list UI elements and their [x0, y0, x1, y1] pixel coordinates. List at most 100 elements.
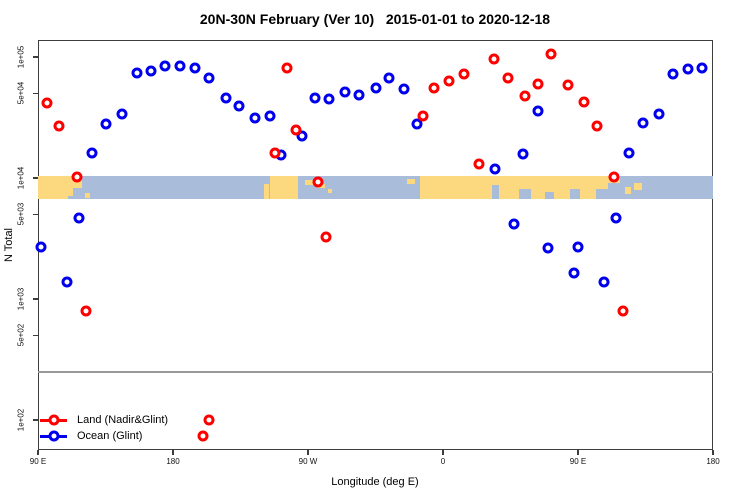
land-segment [263, 184, 269, 199]
scatter-point-ocean [610, 212, 622, 224]
x-tick-label: 0 [440, 457, 446, 466]
land-segment [407, 178, 415, 184]
scatter-point-land [562, 79, 574, 91]
scatter-point-ocean [637, 117, 649, 129]
scatter-point-ocean [353, 89, 365, 101]
legend: Land (Nadir&Glint) Ocean (Glint) [40, 412, 168, 444]
scatter-point-ocean [116, 108, 128, 120]
land-segment [419, 176, 497, 199]
y-tick [33, 177, 38, 179]
scatter-point-ocean [264, 110, 276, 122]
land-segment [305, 180, 315, 186]
x-tick [37, 450, 39, 455]
y-axis-title: N Total [3, 227, 15, 263]
ocean-patch [518, 188, 531, 199]
land-segment [634, 183, 642, 190]
y-tick [33, 419, 38, 421]
scatter-point-land [80, 305, 92, 317]
scatter-point-land [473, 158, 485, 170]
scatter-point-ocean [249, 112, 261, 124]
scatter-point-ocean [203, 72, 215, 84]
scatter-point-ocean [682, 63, 694, 75]
scatter-point-ocean [323, 93, 335, 105]
y-tick [33, 213, 38, 216]
scatter-point-ocean [398, 83, 410, 95]
scatter-point-ocean [86, 147, 98, 159]
scatter-point-land [203, 414, 215, 426]
ocean-patch [596, 188, 608, 199]
y-tick-label: 1e+03 [16, 287, 26, 311]
scatter-point-ocean [296, 130, 308, 142]
scatter-point-ocean [542, 242, 554, 254]
y-tick-label: 5e+02 [16, 324, 26, 347]
legend-label-ocean: Ocean (Glint) [77, 430, 143, 442]
legend-item-land: Land (Nadir&Glint) [40, 412, 168, 428]
scatter-point-land [269, 147, 281, 159]
x-tick-label: 90 E [569, 457, 587, 466]
scatter-point-ocean [572, 241, 584, 253]
scatter-point-land [312, 176, 324, 188]
scatter-point-ocean [100, 118, 112, 130]
scatter-point-land [71, 171, 83, 183]
scatter-point-land [545, 48, 557, 60]
scatter-point-land [617, 305, 629, 317]
scatter-point-ocean [339, 86, 351, 98]
scatter-point-ocean [61, 276, 73, 288]
x-tick-label: 180 [166, 457, 180, 466]
scatter-point-land [290, 124, 302, 136]
scatter-point-ocean [35, 241, 47, 253]
scatter-point-land [608, 171, 620, 183]
scatter-point-land [41, 97, 53, 109]
scatter-point-ocean [383, 72, 395, 84]
x-tick-label: 90 E [29, 457, 47, 466]
scatter-point-land [443, 75, 455, 87]
scatter-point-ocean [233, 100, 245, 112]
x-tick [577, 450, 579, 455]
scatter-point-ocean [131, 67, 143, 79]
scatter-point-ocean [370, 82, 382, 94]
x-tick [442, 450, 444, 455]
scatter-point-ocean [159, 60, 171, 72]
reference-line [38, 370, 713, 373]
y-tick [33, 298, 38, 300]
land-circle-marker-icon [40, 414, 67, 426]
land-segment [327, 188, 332, 193]
scatter-point-land [591, 120, 603, 132]
legend-item-ocean: Ocean (Glint) [40, 428, 168, 444]
scatter-point-ocean [532, 105, 544, 117]
scatter-point-ocean [189, 62, 201, 74]
scatter-point-land [281, 62, 293, 74]
x-tick [712, 450, 714, 455]
ocean-patch [545, 192, 554, 199]
scatter-point-land [53, 120, 65, 132]
scatter-point-land [502, 72, 514, 84]
scatter-point-ocean [174, 60, 186, 72]
scatter-point-land [417, 110, 429, 122]
scatter-point-ocean [568, 267, 580, 279]
y-tick-label: 5e+03 [16, 203, 26, 226]
scatter-point-land [578, 96, 590, 108]
ocean-circle-marker-icon [40, 430, 67, 442]
y-tick-label: 1e+04 [16, 166, 26, 190]
scatter-point-ocean [517, 148, 529, 160]
scatter-point-ocean [73, 212, 85, 224]
scatter-point-land [519, 90, 531, 102]
scatter-point-ocean [508, 218, 520, 230]
y-tick-label: 1e+05 [16, 45, 26, 69]
x-tick-label: 180 [706, 457, 720, 466]
land-segment [624, 186, 632, 194]
land-segment [84, 192, 90, 198]
scatter-point-ocean [411, 118, 423, 130]
scatter-point-ocean [696, 62, 708, 74]
y-tick-label: 5e+04 [16, 82, 26, 105]
scatter-point-ocean [623, 147, 635, 159]
scatter-point-ocean [667, 68, 679, 80]
ocean-patch [492, 185, 500, 199]
scatter-point-land [320, 231, 332, 243]
x-tick [307, 450, 309, 455]
scatter-point-land [428, 82, 440, 94]
legend-label-land: Land (Nadir&Glint) [77, 414, 169, 426]
y-tick-label: 1e+02 [16, 408, 26, 432]
scatter-point-land [458, 68, 470, 80]
scatter-point-ocean [653, 108, 665, 120]
